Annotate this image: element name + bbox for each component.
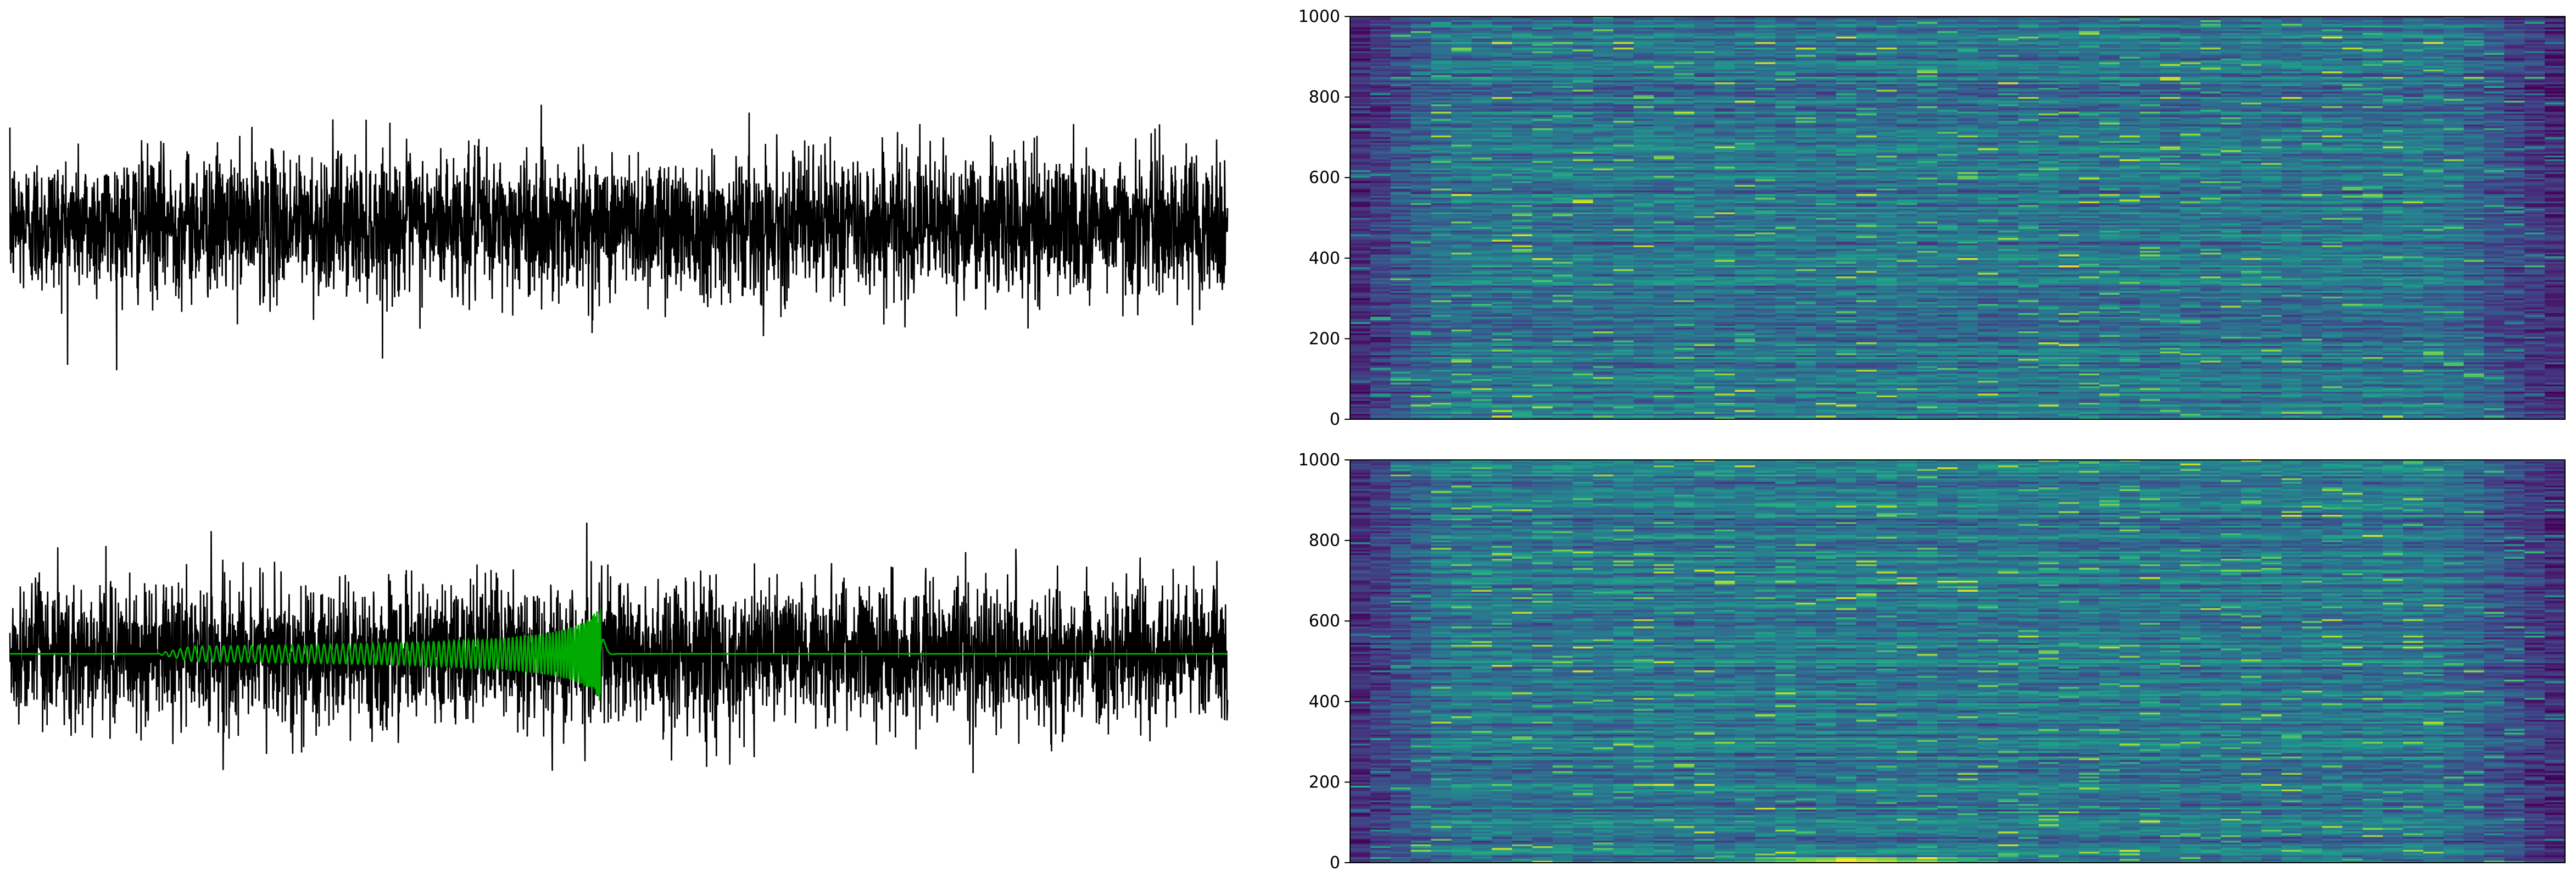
noise-heatmap-image [1350,16,2566,420]
noise-heatmap-panel: 0 200 400 600 800 1000 [1298,7,2566,429]
